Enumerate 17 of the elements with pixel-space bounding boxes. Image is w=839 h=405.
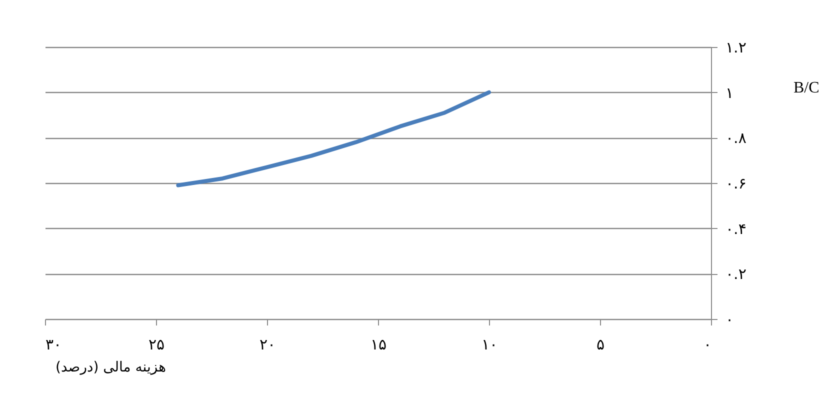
x-axis-title: هزینه مالی (درصد)	[56, 360, 166, 376]
y-tick-label: ۱.۲	[726, 38, 746, 56]
y-tick-label: ۰.۶	[726, 174, 746, 192]
x-tick-label: ۲۵	[148, 336, 165, 354]
x-tick-label: ۳۰	[46, 336, 62, 354]
line-series	[176, 90, 491, 188]
x-tick-label: ۲۰	[259, 336, 276, 354]
x-tick-label: ۱۰	[481, 336, 498, 354]
x-tick-label: ۱۵	[370, 336, 387, 354]
y-tick-label: ۰.۴	[726, 220, 746, 238]
y-tick-label: ۰.۸	[726, 129, 746, 148]
y-tick-label: ۰.۲	[726, 265, 746, 284]
y-tick-label: ۰	[726, 310, 734, 328]
y-tick-label: ۱	[726, 84, 734, 102]
y-axis-title: B/C	[794, 80, 820, 96]
x-tick-label: ۵	[596, 336, 605, 354]
x-tick-label: ۰	[703, 336, 712, 354]
